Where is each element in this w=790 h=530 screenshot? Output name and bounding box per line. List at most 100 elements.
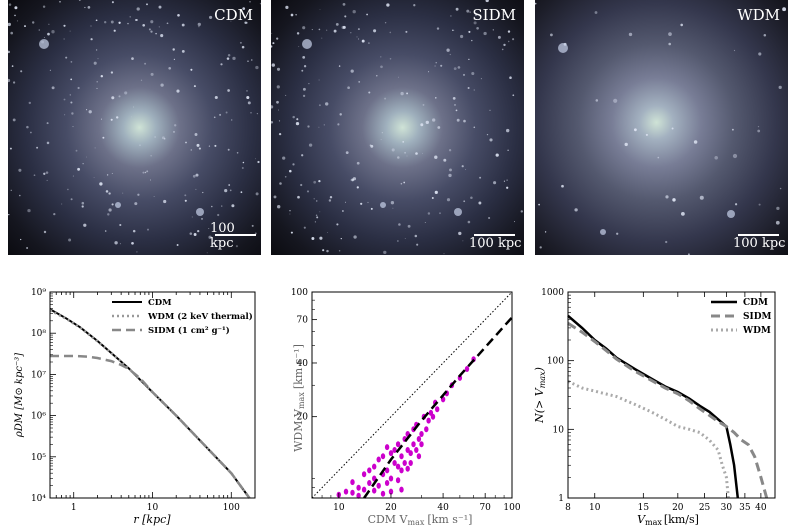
density-y-tick-label: 10⁸ (31, 329, 46, 339)
scatter-point (361, 486, 367, 493)
subhalo-dot (302, 94, 306, 98)
subhalo-dot (733, 49, 736, 52)
subhalo-dot (36, 146, 39, 149)
scatter-point (464, 366, 470, 372)
subhalo-dot (404, 237, 406, 240)
subhalo-dot (146, 170, 149, 173)
subhalo-dot (485, 0, 489, 3)
subhalo-dot (106, 174, 109, 176)
subhalo-dot (96, 81, 98, 83)
subhalo-dot (424, 222, 426, 223)
subhalo-dot (488, 216, 491, 220)
scatter-point (350, 489, 355, 496)
subhalo-dot (172, 48, 175, 51)
subhalo-dot (342, 3, 346, 6)
subhalo-dot (95, 49, 98, 51)
subhalo-dot (70, 61, 73, 63)
subhalo-dot (436, 27, 440, 30)
subhalo-dot (440, 64, 443, 67)
subhalo-dot (110, 20, 114, 24)
subhalo-dot (665, 195, 669, 199)
subhalo-dot (134, 202, 138, 206)
scatter-point (350, 479, 355, 486)
subhalo-dot (473, 126, 476, 129)
subhalo-dot (214, 144, 217, 147)
subhalo-dot (115, 202, 121, 208)
subhalo-dot (431, 197, 434, 199)
subhalo-dot (78, 0, 81, 1)
subhalo-dot (763, 33, 767, 37)
subhalo-dot (400, 91, 404, 96)
subhalo-dot (448, 173, 452, 178)
subhalo-dot (122, 192, 124, 194)
subhalo-dot (111, 96, 115, 100)
subhalo-dot (298, 46, 300, 48)
vmax-series-cdm (567, 314, 740, 499)
subhalo-dot (476, 26, 479, 30)
density-y-tick-label: 10⁹ (31, 288, 46, 298)
subhalo-dot (51, 86, 55, 90)
scatter-point (405, 447, 410, 453)
scatter-point (384, 467, 390, 474)
subhalo-dot (257, 160, 260, 164)
subhalo-dot (226, 57, 230, 60)
subhalo-dot (512, 38, 515, 41)
scatter-point (384, 444, 390, 451)
subhalo-dot (687, 253, 690, 255)
scatter-point (367, 480, 372, 486)
subhalo-dot (249, 1, 251, 3)
subhalo-dot (322, 249, 325, 252)
subhalo-dot (539, 246, 542, 249)
subhalo-dot (65, 56, 68, 59)
subhalo-dot (255, 192, 259, 196)
subhalo-dot (727, 210, 735, 218)
subhalo-dot (367, 201, 369, 204)
subhalo-dot (316, 216, 319, 219)
subhalo-dot (124, 91, 128, 95)
subhalo-dot (104, 230, 107, 232)
subhalo-dot (228, 184, 231, 186)
subhalo-dot (67, 188, 69, 191)
sidm-scale-bar (474, 234, 515, 236)
subhalo-dot (12, 118, 16, 122)
subhalo-dot (209, 15, 213, 19)
scatter-point (399, 467, 404, 474)
scatter-y-axis-label-main: WDM V (292, 408, 305, 452)
subhalo-dot (434, 65, 436, 67)
subhalo-dot (465, 168, 467, 170)
subhalo-dot (153, 195, 155, 197)
subhalo-dot (174, 124, 177, 127)
subhalo-dot (404, 151, 406, 154)
subhalo-dot (181, 49, 185, 53)
subhalo-dot (197, 229, 200, 233)
subhalo-dot (616, 232, 619, 235)
subhalo-dot (82, 163, 84, 165)
subhalo-dot (290, 13, 294, 17)
subhalo-dot (311, 237, 315, 240)
subhalo-dot (318, 79, 320, 81)
subhalo-dot (432, 118, 436, 122)
subhalo-dot (779, 187, 782, 190)
subhalo-dot (235, 245, 238, 248)
vmax-legend-label: WDM (742, 326, 771, 336)
subhalo-dot (315, 214, 318, 216)
subhalo-dot (46, 122, 49, 125)
scatter-point (435, 406, 440, 413)
subhalo-dot (93, 61, 97, 65)
scatter-point (426, 417, 431, 424)
subhalo-dot (460, 34, 464, 39)
subhalo-dot (99, 182, 103, 186)
scatter-point (399, 486, 404, 493)
subhalo-dot (289, 169, 292, 173)
subhalo-dot (326, 29, 328, 31)
density-series-wdm (49, 309, 251, 499)
subhalo-dot (28, 101, 32, 105)
subhalo-dot (693, 140, 698, 144)
subhalo-dot (38, 29, 41, 31)
subhalo-dot (137, 193, 140, 196)
subhalo-dot (475, 14, 477, 17)
subhalo-dot (43, 172, 46, 175)
subhalo-dot (391, 148, 395, 152)
subhalo-dot (278, 109, 279, 111)
subhalo-dot (172, 130, 176, 133)
